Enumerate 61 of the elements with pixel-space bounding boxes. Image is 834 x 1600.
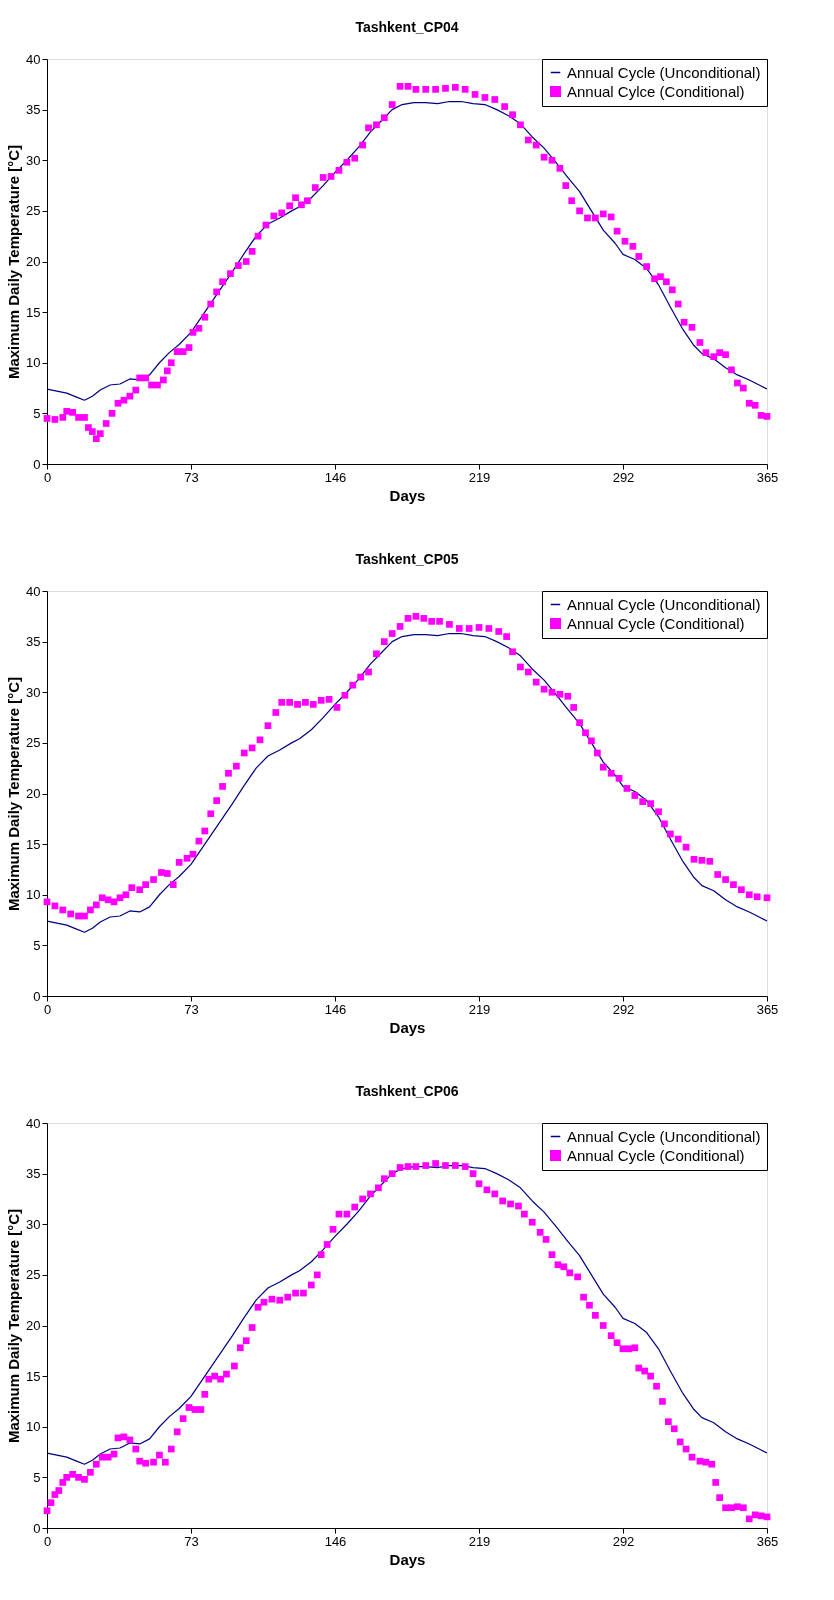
x-tick-label: 219: [468, 1533, 491, 1549]
y-tick-label: 5: [33, 937, 41, 953]
x-axis-title: Days: [389, 1018, 426, 1036]
x-tick-label: 0: [43, 469, 52, 485]
legend-label: Annual Cycle (Unconditional): [567, 595, 761, 613]
y-tick-label: 10: [26, 887, 41, 903]
legend-label: Annual Cylce (Conditional): [567, 82, 745, 100]
x-tick-label: 73: [184, 1001, 199, 1017]
x-tick-label: 219: [468, 469, 491, 485]
y-tick-label: 0: [33, 988, 41, 1004]
y-axis-title: Maximum Daily Temperature [°C]: [5, 676, 23, 912]
y-axis-title: Maximum Daily Temperature [°C]: [5, 1208, 23, 1444]
legend-label: Annual Cycle (Conditional): [567, 614, 745, 632]
x-tick-label: 365: [756, 1001, 779, 1017]
x-axis-title: Days: [389, 1550, 426, 1568]
y-tick-label: 0: [33, 456, 41, 472]
y-tick-label: 20: [26, 254, 41, 269]
y-tick-label: 30: [26, 152, 41, 168]
y-tick-label: 40: [26, 51, 41, 67]
y-tick-label: 0: [33, 1520, 41, 1536]
y-axis-title: Maximum Daily Temperature [°C]: [5, 144, 23, 380]
x-tick-label: 0: [43, 1001, 52, 1017]
y-tick-label: 25: [26, 1267, 41, 1283]
line-series: [46, 100, 768, 401]
y-tick-label: 5: [33, 405, 41, 421]
y-tick-label: 35: [26, 634, 41, 650]
y-tick-label: 35: [26, 1166, 41, 1182]
legend-label: Annual Cycle (Unconditional): [567, 63, 761, 81]
y-tick-label: 40: [26, 1115, 41, 1131]
x-tick-label: 0: [43, 1533, 52, 1549]
x-axis-title: Days: [389, 486, 426, 504]
y-tick-label: 10: [26, 1419, 41, 1435]
x-tick-label: 146: [324, 1533, 347, 1549]
y-tick-label: 30: [26, 684, 41, 700]
x-tick-label: 292: [612, 1001, 635, 1017]
y-tick-label: 15: [26, 1368, 41, 1384]
x-tick-label: 292: [612, 469, 635, 485]
y-tick-label: 30: [26, 1216, 41, 1232]
chart-title: Tashkent_CP05: [355, 551, 459, 567]
y-tick-label: 35: [26, 102, 41, 118]
y-tick-label: 25: [26, 735, 41, 751]
y-tick-label: 5: [33, 1469, 41, 1485]
x-tick-label: 365: [756, 1533, 779, 1549]
x-tick-label: 365: [756, 469, 779, 485]
x-tick-label: 292: [612, 1533, 635, 1549]
y-tick-label: 15: [26, 836, 41, 852]
y-tick-label: 15: [26, 304, 41, 320]
x-tick-label: 73: [184, 1533, 199, 1549]
x-tick-label: 146: [324, 1001, 347, 1017]
y-tick-label: 25: [26, 203, 41, 219]
y-tick-label: 40: [26, 583, 41, 599]
legend-label: Annual Cycle (Unconditional): [567, 1127, 761, 1145]
y-tick-label: 10: [26, 355, 41, 371]
y-tick-label: 20: [26, 786, 41, 801]
legend-label: Annual Cycle (Conditional): [567, 1146, 745, 1164]
x-tick-label: 73: [184, 469, 199, 485]
chart-title: Tashkent_CP06: [355, 1083, 459, 1099]
chart-title: Tashkent_CP04: [355, 19, 459, 35]
y-tick-label: 20: [26, 1318, 41, 1333]
x-tick-label: 219: [468, 1001, 491, 1017]
x-tick-label: 146: [324, 469, 347, 485]
